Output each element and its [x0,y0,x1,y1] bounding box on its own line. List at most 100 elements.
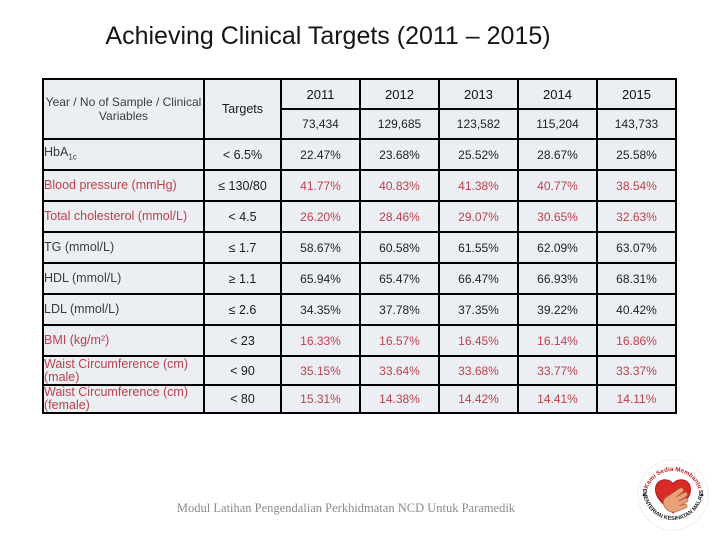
value-cell: 33.68% [438,355,519,386]
value-cell: 29.07% [438,200,519,233]
year-header-cell: 2011 [280,78,361,110]
target-cell: ≥ 1.1 [203,262,282,295]
row-label-text: Waist Circumference (cm) [44,385,188,399]
table-row: Waist Circumference (cm) (female) < 80 15.3… [42,384,677,414]
row-label-subscript: 1c [68,152,77,162]
row-label: HbA1c [42,138,205,171]
value-cell: 60.58% [359,231,440,264]
value-cell: 65.47% [359,262,440,295]
value-cell: 58.67% [280,231,361,264]
target-cell: ≤ 130/80 [203,169,282,202]
row-label: BMI (kg/m²) [42,324,205,357]
row-label: Waist Circumference (cm) (male) [42,355,205,386]
table-header-samples: 73,434 129,685 123,582 115,204 143,733 [43,108,677,140]
row-label-text: Blood pressure (mmHg) [44,178,177,192]
row-label: Blood pressure (mmHg) [42,169,205,202]
table-row: Waist Circumference (cm) (male) < 90 35.15%… [42,355,677,386]
row-label-text: Total cholesterol (mmol/L) [44,209,188,223]
year-header-cell: 2015 [596,78,677,110]
slide-footer: Modul Latihan Pengendalian Perkhidmatan … [176,501,516,515]
row-label-text: Waist Circumference (cm) [44,356,188,371]
target-cell: ≤ 1.7 [203,231,282,264]
corner-header-line1: Year / No of Sample / Clinical [45,95,202,109]
table-header-years: Year / No of Sample / Clinical Variables… [42,78,677,140]
table-row: Blood pressure (mmHg) ≤ 130/80 41.77% 40.83… [42,169,677,202]
value-cell: 39.22% [517,293,598,326]
value-cell: 14.38% [359,384,440,414]
value-cell: 14.11% [596,384,677,414]
value-cell: 34.35% [280,293,361,326]
table-row: HbA1c < 6.5% 22.47% 23.68% 25.52% 28.67% 25.58… [42,138,677,171]
value-cell: 22.47% [280,138,361,171]
value-cell: 41.77% [280,169,361,202]
value-cell: 40.77% [517,169,598,202]
value-cell: 63.07% [596,231,677,264]
value-cell: 40.83% [359,169,440,202]
targets-column-header: Targets [203,78,282,140]
sample-count-cell: 73,434 [280,108,361,140]
row-label-text: HbA [44,144,69,159]
row-label-line2: (male) [44,369,80,384]
table-row: HDL (mmol/L) ≥ 1.1 65.94% 65.47% 66.47% 66.93… [42,262,677,295]
row-label: Waist Circumference (cm) (female) [42,384,205,414]
row-label: Total cholesterol (mmol/L) [42,200,205,233]
value-cell: 16.33% [280,324,361,357]
value-cell: 40.42% [596,293,677,326]
sample-count-cell: 115,204 [517,108,598,140]
value-cell: 14.42% [438,384,519,414]
row-label-text: BMI (kg/m²) [44,333,110,347]
row-label: HDL (mmol/L) [42,262,205,295]
value-cell: 35.15% [280,355,361,386]
logo-right-star-icon [700,493,704,497]
target-cell: < 80 [203,384,282,414]
year-header-cell: 2014 [517,78,598,110]
target-cell: < 23 [203,324,282,357]
corner-header-cell: Year / No of Sample / Clinical Variables [42,78,205,140]
value-cell: 33.64% [359,355,440,386]
value-cell: 16.86% [596,324,677,357]
value-cell: 68.31% [596,262,677,295]
year-header-cell: 2013 [438,78,519,110]
table-row: BMI (kg/m²) < 23 16.33% 16.57% 16.45% 16.14% 1… [42,324,677,357]
value-cell: 26.20% [280,200,361,233]
page-title: Achieving Clinical Targets (2011 – 2015) [105,22,551,50]
value-cell: 66.47% [438,262,519,295]
hand-icon [662,487,689,513]
row-label-line2: (female) [44,398,90,412]
value-cell: 37.35% [438,293,519,326]
value-cell: 33.37% [596,355,677,386]
table-row: LDL (mmol/L) ≤ 2.6 34.35% 37.78% 37.35% 39.22… [42,293,677,326]
corner-header-line2: Variables [98,109,149,123]
value-cell: 33.77% [517,355,598,386]
value-cell: 32.63% [596,200,677,233]
value-cell: 25.58% [596,138,677,171]
table-row: TG (mmol/L) ≤ 1.7 58.67% 60.58% 61.55% 62.09%… [42,231,677,264]
clinical-targets-table: Year / No of Sample / Clinical Variables… [42,78,677,414]
value-cell: 15.31% [280,384,361,414]
value-cell: 37.78% [359,293,440,326]
value-cell: 28.67% [517,138,598,171]
value-cell: 61.55% [438,231,519,264]
value-cell: 38.54% [596,169,677,202]
value-cell: 16.45% [438,324,519,357]
value-cell: 16.14% [517,324,598,357]
moh-malaysia-logo-icon: Kami Sedia Membantu KEMENTERIAN KESIHATA… [636,458,709,531]
target-cell: < 4.5 [203,200,282,233]
value-cell: 62.09% [517,231,598,264]
value-cell: 23.68% [359,138,440,171]
table-body: Year / No of Sample / Clinical Variables… [42,78,677,414]
year-header-cell: 2012 [359,78,440,110]
value-cell: 65.94% [280,262,361,295]
row-label-text: TG (mmol/L) [44,240,115,254]
value-cell: 30.65% [517,200,598,233]
sample-count-cell: 143,733 [596,108,677,140]
row-label: TG (mmol/L) [42,231,205,264]
value-cell: 28.46% [359,200,440,233]
row-label: LDL (mmol/L) [42,293,205,326]
target-cell: ≤ 2.6 [203,293,282,326]
value-cell: 14.41% [517,384,598,414]
target-cell: < 90 [203,355,282,386]
value-cell: 16.57% [359,324,440,357]
value-cell: 25.52% [438,138,519,171]
